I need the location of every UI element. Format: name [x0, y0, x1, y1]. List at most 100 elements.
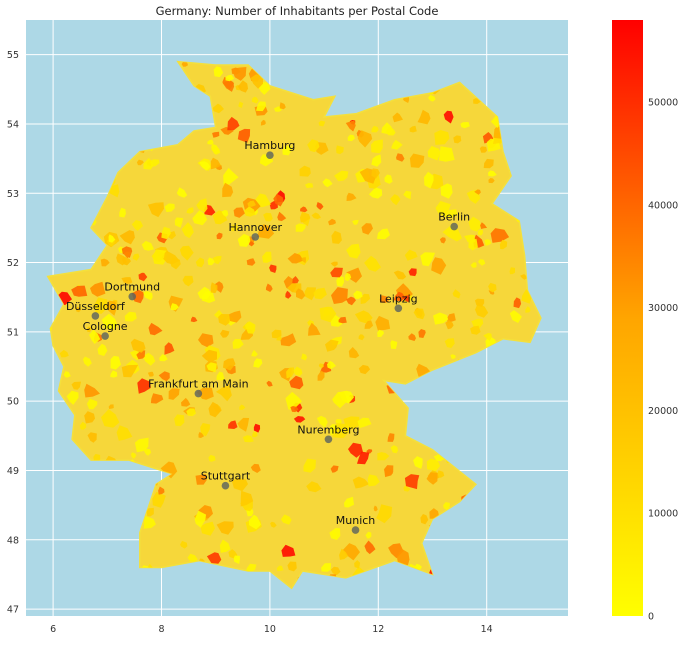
postal-region	[180, 540, 188, 549]
postal-region	[371, 139, 383, 154]
x-tick-label: 12	[372, 624, 384, 635]
postal-region	[390, 340, 398, 349]
postal-region	[93, 454, 101, 463]
postal-region	[336, 145, 344, 155]
postal-region	[371, 154, 382, 167]
postal-region	[364, 255, 381, 272]
postal-region	[348, 347, 360, 359]
y-tick-label: 50	[7, 397, 19, 408]
postal-region	[442, 224, 462, 242]
postal-region	[287, 561, 297, 572]
postal-region	[316, 202, 324, 210]
postal-region	[334, 170, 349, 182]
postal-region	[490, 228, 510, 243]
postal-region	[159, 354, 168, 362]
postal-region	[214, 281, 224, 293]
postal-region	[344, 496, 354, 508]
postal-region	[197, 286, 211, 300]
colorbar-tick-label: 30000	[648, 303, 678, 314]
postal-region	[293, 366, 303, 377]
postal-region	[428, 94, 436, 102]
postal-region	[252, 431, 258, 438]
postal-region	[207, 139, 214, 145]
postal-region	[344, 272, 352, 282]
postal-region	[391, 139, 403, 150]
postal-region	[393, 291, 406, 302]
postal-region	[440, 183, 453, 199]
postal-region	[256, 101, 266, 112]
postal-region	[206, 362, 217, 373]
postal-region	[414, 563, 422, 572]
postal-region	[233, 555, 240, 564]
postal-region	[168, 388, 180, 400]
postal-region	[110, 355, 121, 370]
postal-region	[443, 110, 454, 124]
postal-region	[237, 128, 251, 143]
postal-region	[237, 80, 248, 93]
postal-region	[232, 339, 244, 349]
postal-region	[251, 349, 258, 357]
postal-region	[438, 146, 455, 162]
postal-region	[377, 452, 390, 461]
postal-region	[106, 300, 117, 316]
postal-region	[147, 202, 164, 218]
postal-region	[210, 282, 218, 294]
postal-region	[358, 364, 371, 375]
postal-region	[130, 338, 146, 353]
city-marker	[450, 222, 458, 231]
postal-region	[403, 190, 412, 200]
postal-region	[364, 320, 374, 329]
colorbar-ticks: 0 10000 20000 30000 40000 50000	[648, 98, 678, 623]
postal-region	[304, 287, 317, 301]
postal-region	[345, 120, 356, 132]
postal-region	[237, 417, 250, 432]
postal-region	[101, 313, 118, 330]
y-tick-label: 48	[7, 535, 19, 546]
postal-region	[460, 122, 470, 129]
postal-region	[206, 552, 222, 564]
y-tick-label: 53	[7, 189, 19, 200]
postal-region	[250, 74, 263, 89]
postal-region	[439, 237, 446, 244]
postal-region	[306, 481, 322, 493]
postal-region	[195, 474, 207, 485]
postal-region	[387, 433, 395, 442]
postal-region	[376, 504, 393, 524]
postal-region	[357, 451, 370, 465]
colorbar	[612, 20, 643, 616]
postal-region	[346, 296, 356, 306]
postal-region	[245, 563, 257, 572]
postal-region	[176, 187, 188, 198]
postal-region	[192, 210, 208, 226]
postal-region	[161, 226, 171, 240]
postal-region	[445, 209, 458, 218]
postal-region	[280, 333, 297, 347]
postal-region	[181, 397, 191, 407]
postal-region	[424, 171, 434, 189]
city-label: Düsseldorf	[66, 300, 126, 313]
postal-region	[479, 146, 487, 153]
postal-region	[210, 157, 222, 170]
postal-region	[444, 338, 455, 348]
postal-region	[290, 406, 299, 413]
postal-region	[426, 458, 441, 472]
postal-region	[147, 371, 154, 377]
postal-region	[396, 153, 405, 162]
postal-region	[231, 224, 239, 232]
y-tick-label: 52	[7, 258, 19, 269]
postal-region	[63, 371, 71, 378]
postal-region	[221, 210, 229, 217]
map-title: Germany: Number of Inhabitants per Posta…	[156, 4, 439, 18]
postal-region	[468, 216, 481, 232]
postal-region	[174, 414, 185, 427]
postal-region	[116, 425, 133, 441]
postal-region	[325, 339, 339, 352]
postal-region	[357, 130, 373, 148]
postal-region	[208, 454, 216, 462]
postal-region	[286, 367, 294, 379]
city-label: Hamburg	[244, 139, 295, 152]
postal-region	[409, 153, 425, 168]
postal-region	[413, 456, 423, 469]
postal-region	[366, 449, 373, 454]
postal-region	[164, 342, 175, 355]
